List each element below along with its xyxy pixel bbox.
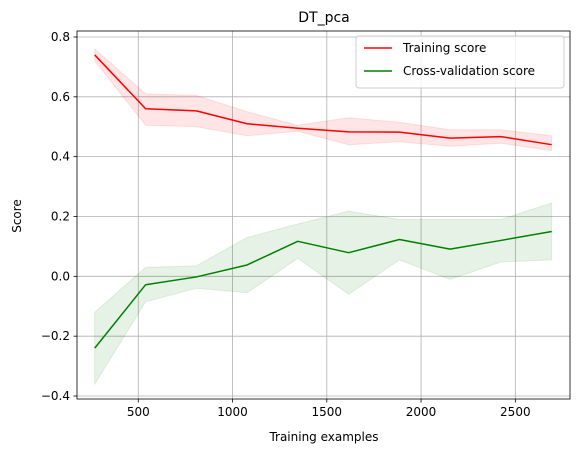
plot-area: 500 1000 1500 2000 2500 −0.4 −0.2 0.0 0.2 0.4 0.6 0…: [41, 30, 571, 419]
legend-label-1: Cross-validation score: [403, 64, 535, 78]
x-axis-title: Training examples: [268, 430, 378, 444]
plot-background: [77, 31, 570, 399]
series-1-band: [94, 202, 553, 386]
x-tick-label: 1500: [312, 405, 343, 419]
legend-box: [355, 35, 565, 89]
y-tick-label: −0.2: [41, 329, 70, 343]
y-tick-label: 0.0: [51, 269, 70, 283]
y-tick-label: −0.4: [41, 389, 70, 403]
series-1-line: [94, 230, 552, 349]
chart-title: DT_pca: [298, 10, 350, 26]
x-tick-label: 2000: [406, 405, 437, 419]
y-tick-label: 0.2: [51, 209, 70, 223]
series-0-line: [94, 54, 552, 146]
y-tick-label: 0.4: [51, 150, 70, 164]
x-tick-label: 1000: [217, 405, 248, 419]
legend: Training score Cross-validation score: [355, 35, 565, 89]
axes-frame: [76, 30, 571, 400]
x-tick-label: 2500: [500, 405, 531, 419]
y-tick-label: 0.8: [51, 30, 70, 44]
y-tick-label: 0.6: [51, 90, 70, 104]
legend-label-0: Training score: [402, 41, 486, 55]
x-tick-label: 500: [127, 405, 150, 419]
series-0-band: [94, 47, 553, 152]
y-axis-title: Score: [10, 199, 24, 233]
